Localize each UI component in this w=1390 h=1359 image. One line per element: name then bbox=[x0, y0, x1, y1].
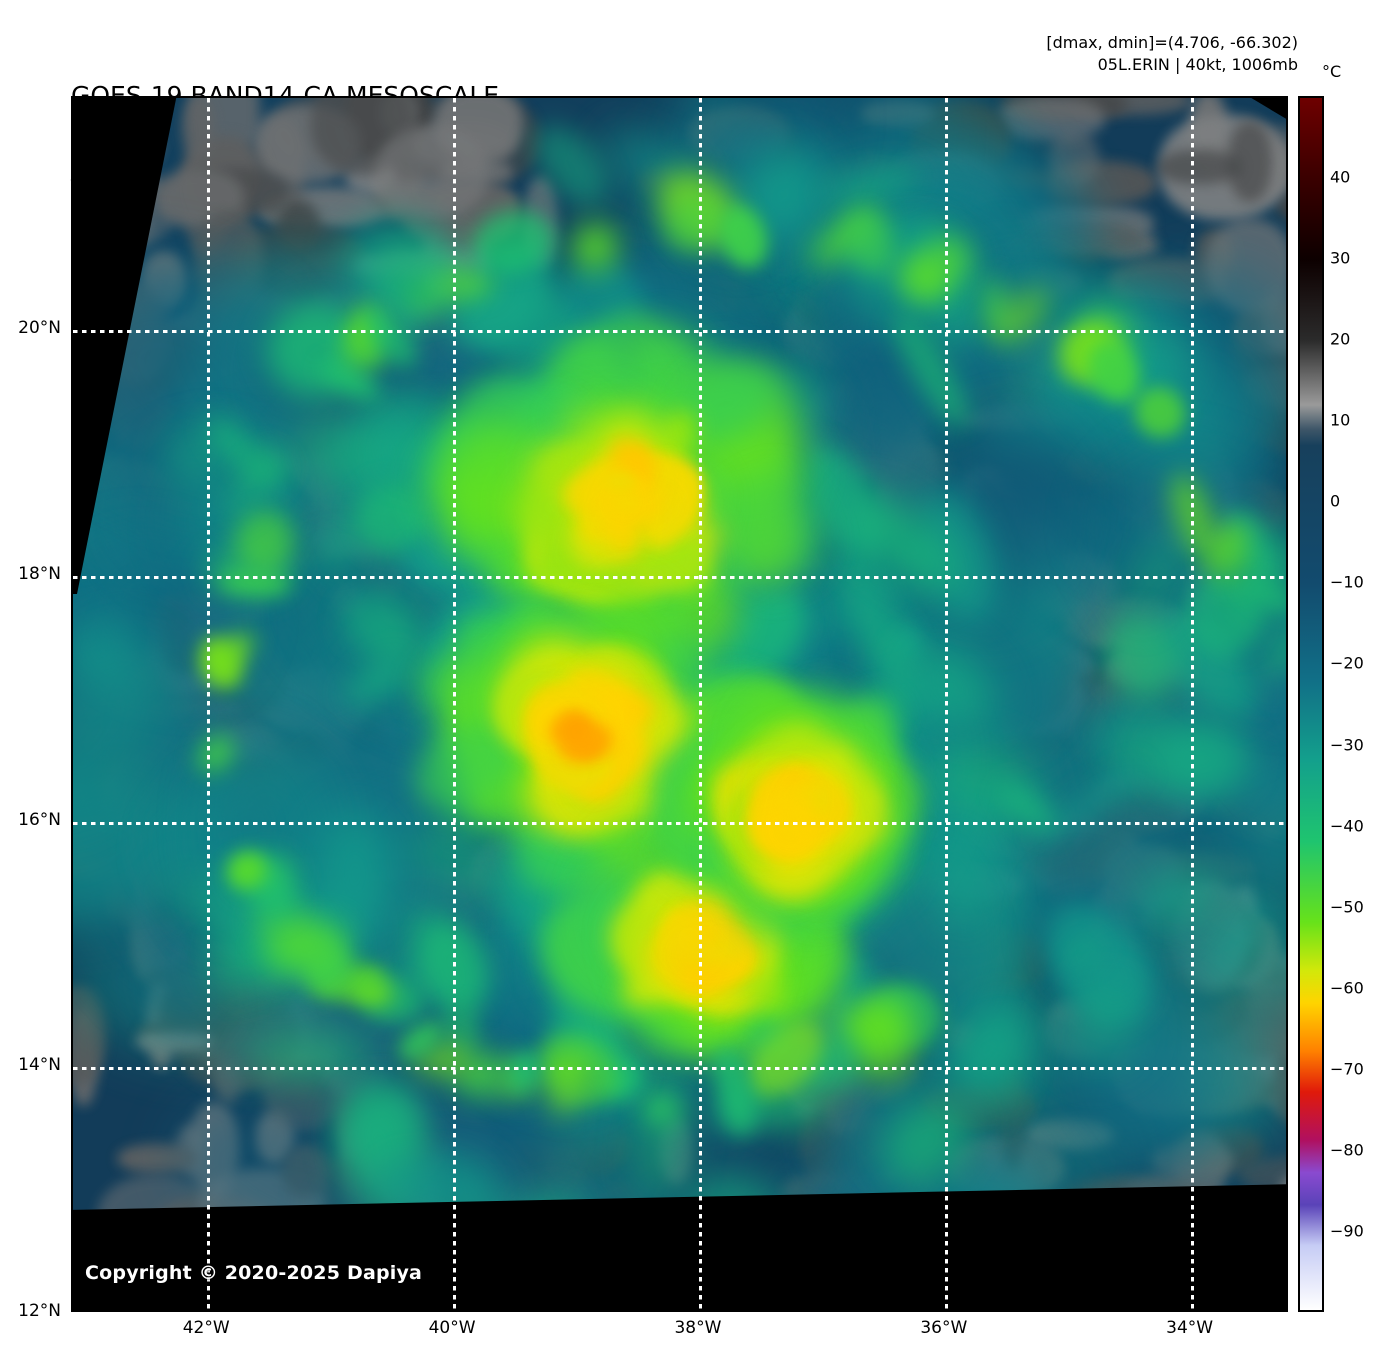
satellite-image-plot: Copyright © 2020-2025 Dapiya bbox=[71, 96, 1288, 1312]
gridline-longitude bbox=[207, 98, 211, 1310]
longitude-tick-label: 34°W bbox=[1166, 1318, 1214, 1338]
colorbar-tick: 0 bbox=[1330, 491, 1341, 511]
longitude-tick-label: 38°W bbox=[674, 1318, 722, 1338]
colorbar-tick: −50 bbox=[1330, 897, 1364, 917]
colorbar-tick: −40 bbox=[1330, 816, 1364, 836]
colorbar-tick: −30 bbox=[1330, 735, 1364, 755]
colorbar-tick: 40 bbox=[1330, 167, 1351, 187]
satellite-raster: Copyright © 2020-2025 Dapiya bbox=[73, 98, 1286, 1310]
latitude-tick-label: 12°N bbox=[18, 1301, 61, 1321]
gridline-longitude bbox=[1190, 98, 1194, 1310]
gridline-latitude bbox=[73, 821, 1286, 825]
metadata-block: [dmax, dmin]=(4.706, -66.302) 05L.ERIN |… bbox=[1046, 32, 1298, 76]
storm-info-label: 05L.ERIN | 40kt, 1006mb bbox=[1097, 55, 1298, 74]
colorbar-tick: 20 bbox=[1330, 329, 1351, 349]
colorbar-tick: −70 bbox=[1330, 1059, 1364, 1079]
gridline-longitude bbox=[944, 98, 948, 1310]
warm-cloud-patch bbox=[376, 127, 489, 218]
colorbar-tick: 30 bbox=[1330, 248, 1351, 268]
longitude-tick-label: 40°W bbox=[428, 1318, 476, 1338]
cloud-top-blob bbox=[604, 471, 637, 492]
longitude-tick-label: 42°W bbox=[182, 1318, 230, 1338]
dmax-dmin-label: [dmax, dmin]=(4.706, -66.302) bbox=[1046, 33, 1298, 52]
cloud-top-blob bbox=[583, 725, 613, 751]
warm-cloud-patch bbox=[134, 1030, 215, 1051]
colorbar-tick: 10 bbox=[1330, 410, 1351, 430]
colorbar-gradient bbox=[1300, 98, 1322, 1310]
gridline-longitude bbox=[698, 98, 702, 1310]
colorbar-tick: −60 bbox=[1330, 978, 1364, 998]
gridline-latitude bbox=[73, 576, 1286, 580]
cloud-top-blob bbox=[564, 714, 580, 743]
gridline-latitude bbox=[73, 330, 1286, 334]
colorbar-tick: −10 bbox=[1330, 572, 1364, 592]
warm-cloud-patch bbox=[282, 1144, 329, 1197]
warm-cloud-patch bbox=[117, 1143, 199, 1174]
cloud-top-blob bbox=[615, 496, 643, 510]
warm-cloud-patch bbox=[1275, 187, 1286, 225]
colorbar-tick: −20 bbox=[1330, 653, 1364, 673]
colorbar-tick: −90 bbox=[1330, 1221, 1364, 1241]
copyright-label: Copyright © 2020-2025 Dapiya bbox=[85, 1262, 423, 1284]
gridline-longitude bbox=[453, 98, 457, 1310]
latitude-tick-label: 14°N bbox=[18, 1055, 61, 1076]
temperature-colorbar[interactable] bbox=[1298, 96, 1324, 1312]
gridline-latitude bbox=[73, 1067, 1286, 1071]
colorbar-tick: −80 bbox=[1330, 1140, 1364, 1160]
latitude-tick-label: 16°N bbox=[18, 809, 61, 830]
longitude-tick-label: 36°W bbox=[920, 1318, 968, 1338]
latitude-tick-label: 20°N bbox=[18, 318, 61, 339]
colorbar-unit-label: °C bbox=[1322, 62, 1342, 81]
latitude-tick-label: 18°N bbox=[18, 564, 61, 585]
warm-cloud-patch bbox=[861, 101, 935, 127]
warm-cloud-patch bbox=[1156, 149, 1243, 184]
